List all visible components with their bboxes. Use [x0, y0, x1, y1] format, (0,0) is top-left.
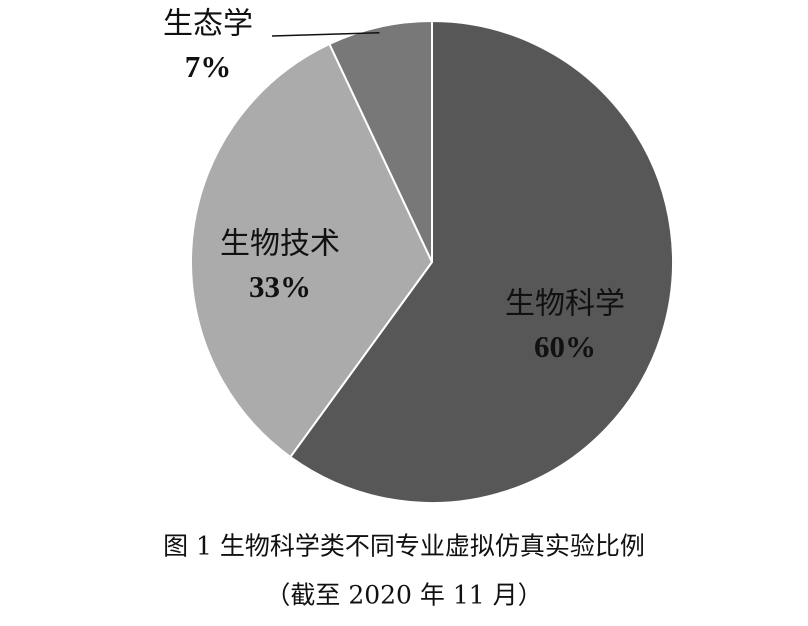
pie-slice [190, 42, 434, 459]
value-label: 33% [249, 269, 311, 304]
caption: 图 1 生物科学类不同专业虚拟仿真实验比例 [163, 532, 645, 561]
slice-label: 生物科学 [505, 287, 625, 322]
pie-slice [288, 19, 674, 504]
pie-slice [328, 19, 433, 263]
slice-label: 生态学 [163, 7, 253, 42]
value-label: 7% [185, 49, 232, 84]
slice-label: 生物技术 [220, 227, 340, 262]
value-label: 60% [534, 329, 596, 364]
leader-line [271, 32, 380, 37]
subcaption: （截至 2020 年 11 月） [265, 581, 542, 610]
